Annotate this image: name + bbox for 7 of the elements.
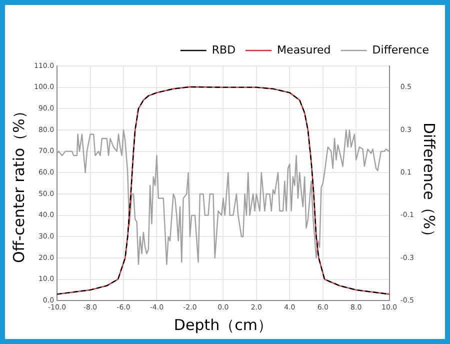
y-axis-title: Off-center ratio（%） xyxy=(10,104,28,264)
legend-label: Measured xyxy=(277,43,331,56)
legend-label: RBD xyxy=(212,43,236,56)
x-axis-title: Depth（cm） xyxy=(174,316,272,334)
line-series xyxy=(57,86,390,295)
legend-label: Difference xyxy=(372,43,430,56)
y2-axis-title: Difference（%） xyxy=(420,122,438,244)
